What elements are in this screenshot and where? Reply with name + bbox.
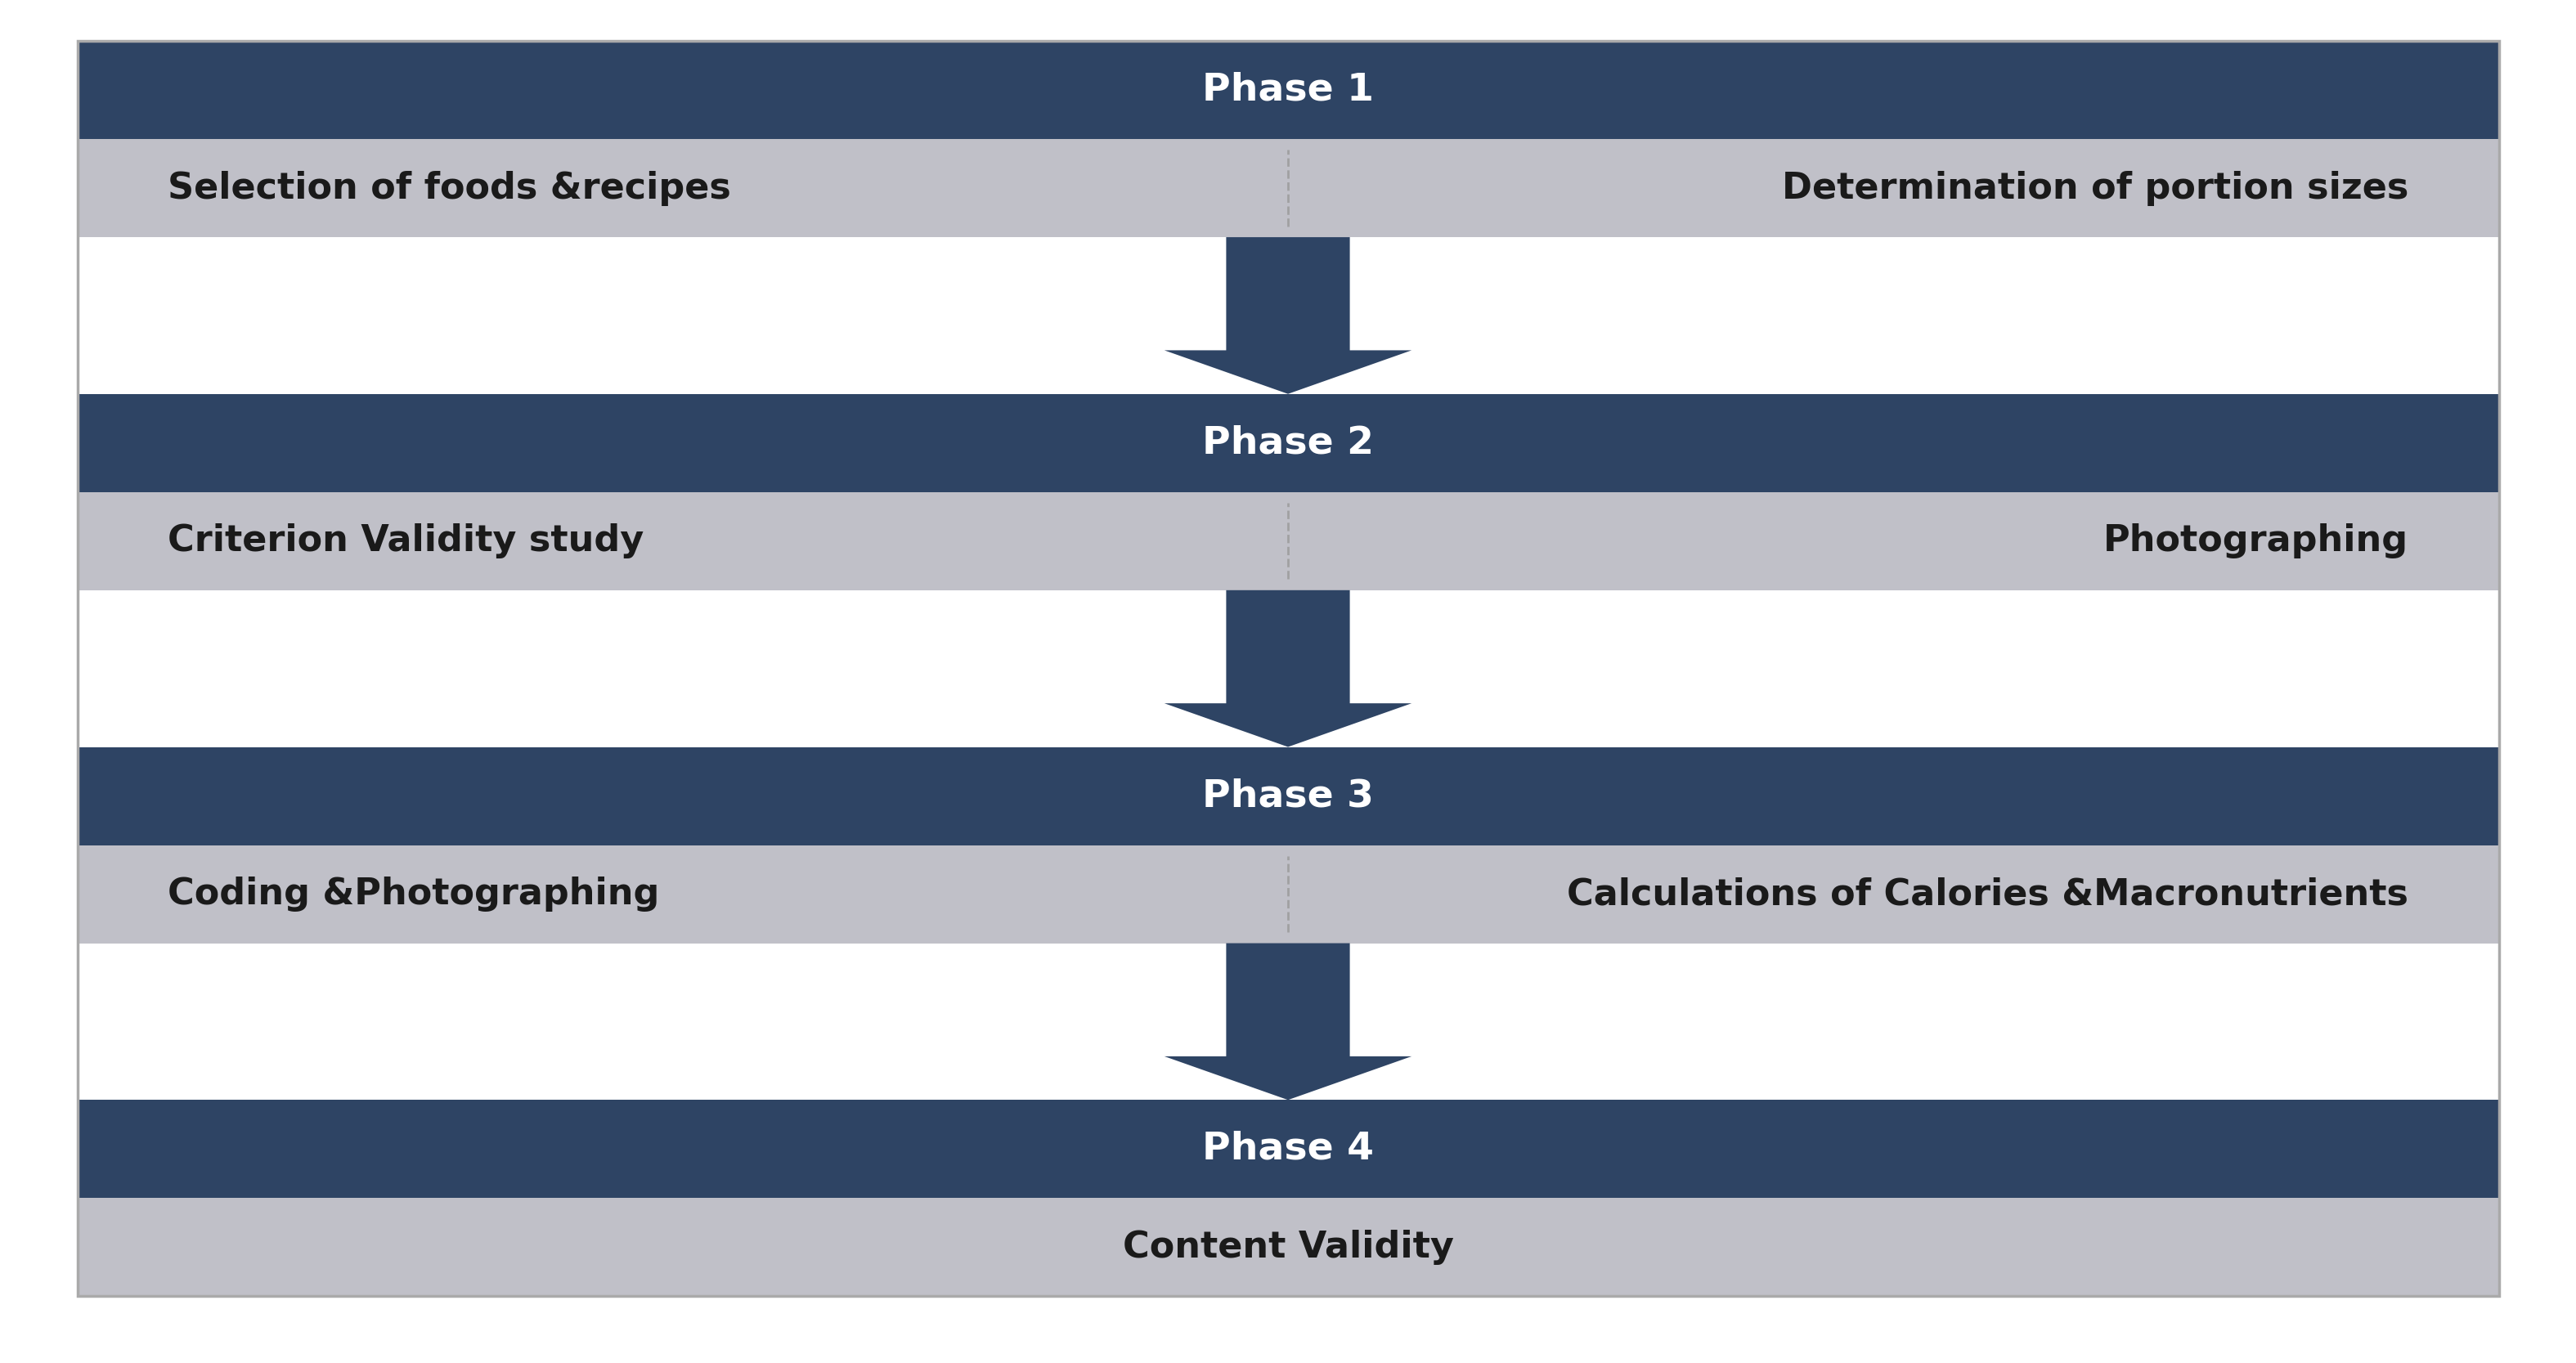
- Text: Selection of foods &recipes: Selection of foods &recipes: [167, 170, 732, 206]
- Bar: [77, 747, 2499, 845]
- Bar: [77, 1198, 2499, 1296]
- Text: Phase 4: Phase 4: [1203, 1131, 1373, 1167]
- Bar: [77, 1100, 2499, 1198]
- Polygon shape: [1164, 590, 1412, 747]
- Text: Phase 3: Phase 3: [1203, 778, 1373, 814]
- Text: Phase 1: Phase 1: [1203, 72, 1373, 108]
- Bar: [77, 845, 2499, 943]
- Text: Photographing: Photographing: [2105, 523, 2409, 559]
- Bar: [77, 394, 2499, 492]
- Polygon shape: [1164, 237, 1412, 394]
- Text: Criterion Validity study: Criterion Validity study: [167, 523, 644, 559]
- Bar: [77, 139, 2499, 237]
- Bar: [77, 41, 2499, 139]
- Text: Calculations of Calories &Macronutrients: Calculations of Calories &Macronutrients: [1566, 876, 2409, 912]
- Text: Coding &Photographing: Coding &Photographing: [167, 876, 659, 912]
- Text: Content Validity: Content Validity: [1123, 1229, 1453, 1265]
- Text: Phase 2: Phase 2: [1203, 425, 1373, 461]
- Polygon shape: [1164, 943, 1412, 1100]
- Text: Determination of portion sizes: Determination of portion sizes: [1783, 170, 2409, 206]
- Bar: [77, 492, 2499, 590]
